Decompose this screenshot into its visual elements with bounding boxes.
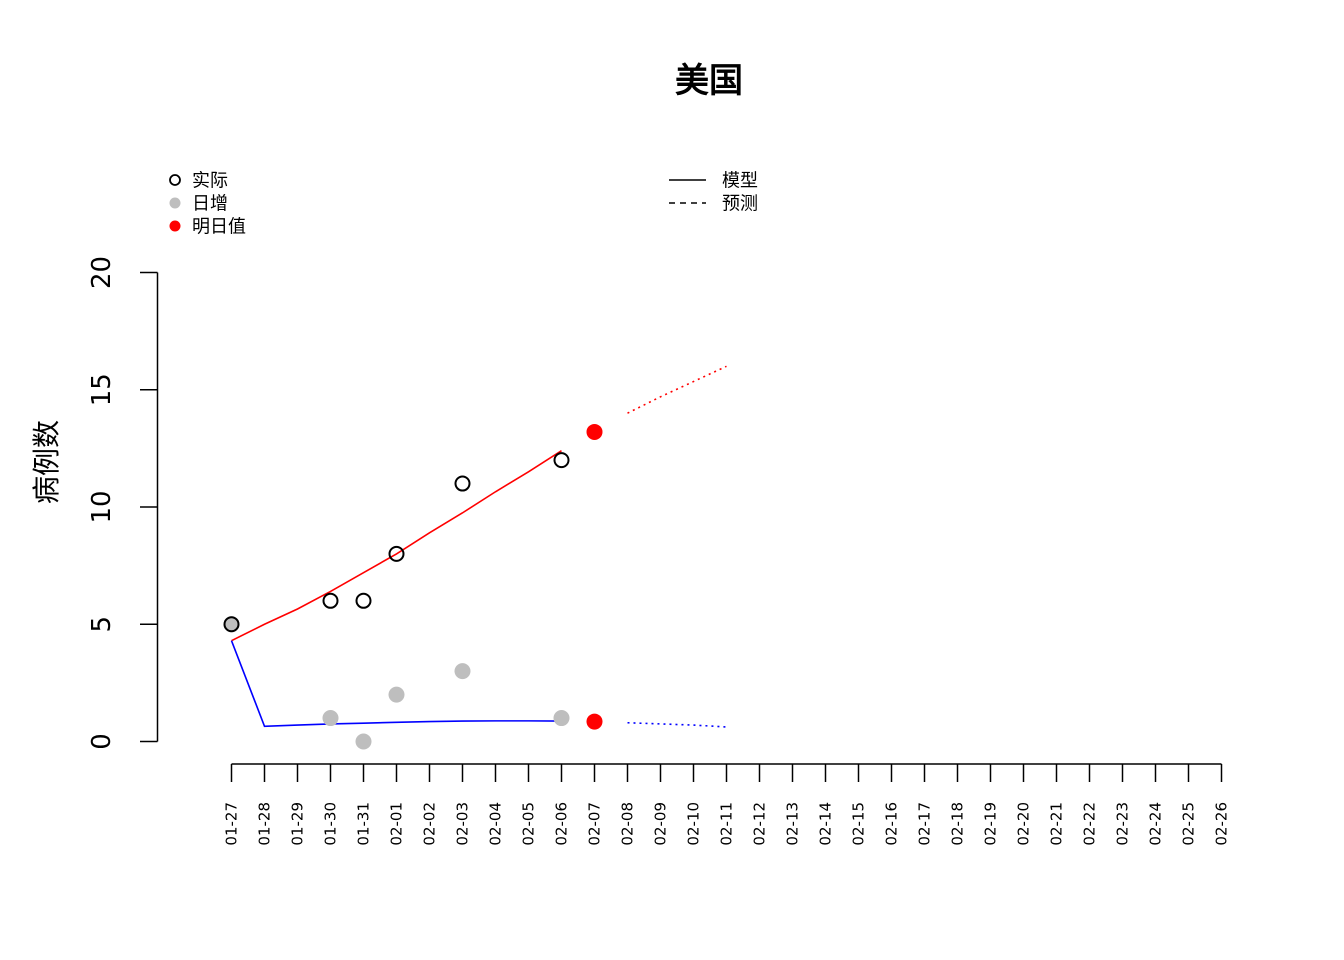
forecast-cumulative-line <box>627 365 727 414</box>
daily-point <box>388 686 405 703</box>
x-tick-label: 01-31 <box>355 802 373 846</box>
x-tick-label: 02-21 <box>1048 802 1066 846</box>
y-axis: 0 5 10 15 20 <box>87 256 159 750</box>
x-tick-label: 02-15 <box>850 802 868 846</box>
x-tick-label: 02-25 <box>1180 802 1198 846</box>
y-tick-label: 0 <box>87 733 117 750</box>
x-tick-label: 01-27 <box>223 802 241 846</box>
actual-point <box>454 475 471 492</box>
series-lines <box>230 365 727 728</box>
daily-point <box>355 733 372 750</box>
tomorrow-point <box>586 423 603 440</box>
legend-label: 实际 <box>192 171 228 192</box>
x-tick-label: 02-08 <box>619 802 637 846</box>
x-tick-label: 02-11 <box>718 802 736 846</box>
model-daily-line <box>230 640 562 728</box>
x-tick-label: 02-06 <box>553 802 571 846</box>
x-tick-label: 02-10 <box>685 802 703 846</box>
x-tick-label: 02-26 <box>1213 802 1231 846</box>
daily-point <box>322 710 339 727</box>
x-tick-label: 02-20 <box>1015 802 1033 846</box>
legend-label: 明日值 <box>192 217 246 238</box>
forecast-daily-line <box>627 721 727 728</box>
legend-marker <box>169 220 181 232</box>
x-tick-label: 02-19 <box>982 802 1000 846</box>
tomorrow-point <box>586 713 603 730</box>
daily-point <box>223 616 240 633</box>
y-axis-label: 病例数 <box>30 420 63 504</box>
x-tick-label: 02-22 <box>1081 802 1099 846</box>
series-points <box>223 423 603 750</box>
daily-point <box>553 710 570 727</box>
actual-point <box>388 545 405 562</box>
x-tick-label: 02-01 <box>388 802 406 846</box>
x-tick-label: 02-07 <box>586 802 604 846</box>
y-tick-label: 15 <box>87 373 117 406</box>
x-tick-label: 01-29 <box>289 802 307 846</box>
x-tick-label: 02-24 <box>1147 802 1165 846</box>
y-tick-label: 5 <box>87 616 117 633</box>
daily-point <box>454 663 471 680</box>
x-tick-label: 02-14 <box>817 802 835 846</box>
legend-label: 模型 <box>722 171 758 192</box>
actual-point <box>553 452 570 469</box>
x-tick-label: 02-23 <box>1114 802 1132 846</box>
y-tick-label: 10 <box>87 490 117 523</box>
x-tick-label: 02-03 <box>454 802 472 846</box>
x-tick-label: 02-17 <box>916 802 934 846</box>
x-tick-label: 01-28 <box>256 802 274 846</box>
x-tick-label: 02-05 <box>520 802 538 846</box>
actual-point <box>322 592 339 609</box>
x-tick-label: 02-02 <box>421 802 439 846</box>
legend-marker <box>169 197 181 209</box>
legend-label: 预测 <box>722 194 758 215</box>
x-axis: 01-27 01-28 01-29 01-30 01-31 02-01 02-02 02-03… <box>223 763 1231 846</box>
x-tick-label: 02-16 <box>883 802 901 846</box>
x-tick-label: 02-12 <box>751 802 769 846</box>
y-tick-label: 20 <box>87 256 117 289</box>
x-tick-label: 02-04 <box>487 802 505 846</box>
model-cumulative-line <box>231 450 562 642</box>
legend-marker-actual <box>169 174 181 186</box>
x-tick-label: 01-30 <box>322 802 340 846</box>
actual-point <box>223 616 240 633</box>
x-tick-label: 02-13 <box>784 802 802 846</box>
actual-point <box>355 592 372 609</box>
legend-label: 日增 <box>192 194 228 215</box>
chart-title: 美国 <box>675 61 743 101</box>
x-tick-label: 02-18 <box>949 802 967 846</box>
x-tick-label: 02-09 <box>652 802 670 846</box>
